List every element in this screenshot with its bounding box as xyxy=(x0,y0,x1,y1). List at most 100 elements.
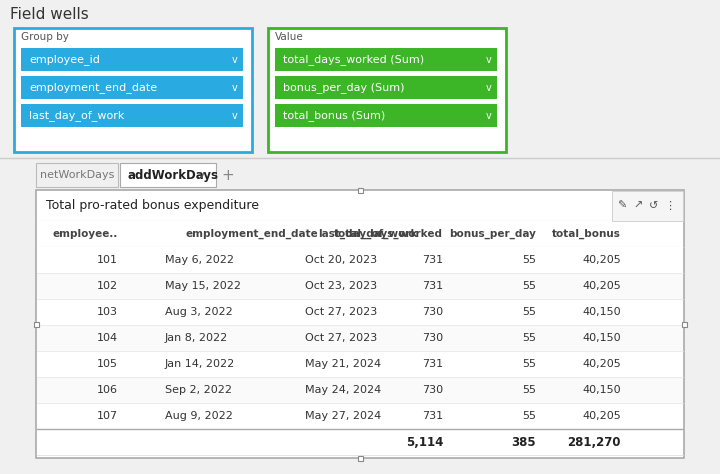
Bar xyxy=(37,299,683,325)
Text: 55: 55 xyxy=(522,281,536,291)
Bar xyxy=(37,247,683,273)
Bar xyxy=(268,28,506,152)
Text: May 21, 2024: May 21, 2024 xyxy=(305,359,381,369)
Text: 731: 731 xyxy=(422,411,443,421)
Text: 107: 107 xyxy=(97,411,118,421)
Text: 102: 102 xyxy=(97,281,118,291)
Text: netWorkDays: netWorkDays xyxy=(40,170,114,180)
Text: 40,205: 40,205 xyxy=(582,359,621,369)
Bar xyxy=(37,429,683,455)
Text: v: v xyxy=(486,55,492,64)
Text: 55: 55 xyxy=(522,411,536,421)
Text: ↺: ↺ xyxy=(649,201,659,211)
Bar xyxy=(37,325,683,351)
Text: addWorkDays: addWorkDays xyxy=(128,168,219,182)
Text: Aug 9, 2022: Aug 9, 2022 xyxy=(165,411,233,421)
Text: May 24, 2024: May 24, 2024 xyxy=(305,385,382,395)
Text: May 27, 2024: May 27, 2024 xyxy=(305,411,382,421)
Text: Group by: Group by xyxy=(21,32,69,42)
Text: 730: 730 xyxy=(422,307,443,317)
Text: employee_id: employee_id xyxy=(29,54,100,65)
Text: 55: 55 xyxy=(522,307,536,317)
Bar xyxy=(37,191,683,221)
Text: Jan 14, 2022: Jan 14, 2022 xyxy=(165,359,235,369)
Text: 55: 55 xyxy=(522,359,536,369)
Text: Jan 8, 2022: Jan 8, 2022 xyxy=(165,333,228,343)
Bar xyxy=(612,191,683,221)
Text: 40,150: 40,150 xyxy=(582,385,621,395)
Text: May 6, 2022: May 6, 2022 xyxy=(165,255,234,265)
Bar xyxy=(682,321,686,327)
Text: bonus_per_day: bonus_per_day xyxy=(449,229,536,239)
Text: Sep 2, 2022: Sep 2, 2022 xyxy=(165,385,232,395)
Text: 55: 55 xyxy=(522,333,536,343)
Text: employment_end_date: employment_end_date xyxy=(29,82,157,93)
Text: Aug 3, 2022: Aug 3, 2022 xyxy=(165,307,233,317)
Bar xyxy=(275,76,497,99)
Bar xyxy=(37,221,683,247)
Text: Total pro-rated bonus expenditure: Total pro-rated bonus expenditure xyxy=(46,200,259,212)
Text: bonus_per_day (Sum): bonus_per_day (Sum) xyxy=(283,82,405,93)
Text: Oct 27, 2023: Oct 27, 2023 xyxy=(305,307,377,317)
Bar xyxy=(36,163,118,187)
Text: total_days_worked: total_days_worked xyxy=(334,229,443,239)
Text: +: + xyxy=(222,167,235,182)
Text: 106: 106 xyxy=(97,385,118,395)
Text: 40,150: 40,150 xyxy=(582,307,621,317)
Bar xyxy=(21,104,243,127)
Bar xyxy=(14,28,252,152)
Bar xyxy=(37,403,683,429)
Text: 731: 731 xyxy=(422,281,443,291)
Text: total_bonus (Sum): total_bonus (Sum) xyxy=(283,110,385,121)
Text: last_day_of_work: last_day_of_work xyxy=(29,110,125,121)
Text: total_days_worked (Sum): total_days_worked (Sum) xyxy=(283,54,424,65)
Text: total_bonus: total_bonus xyxy=(552,229,621,239)
Text: Value: Value xyxy=(275,32,304,42)
Text: ✎: ✎ xyxy=(617,201,626,211)
Bar xyxy=(358,188,362,192)
Text: employment_end_date: employment_end_date xyxy=(185,229,318,239)
Text: v: v xyxy=(199,170,205,180)
Bar xyxy=(34,321,38,327)
Text: 40,150: 40,150 xyxy=(582,333,621,343)
Text: v: v xyxy=(486,110,492,120)
Text: Field wells: Field wells xyxy=(10,7,89,21)
Text: v: v xyxy=(486,82,492,92)
Text: v: v xyxy=(232,110,238,120)
Bar xyxy=(275,104,497,127)
Bar xyxy=(120,163,216,187)
Bar xyxy=(21,48,243,71)
Text: 730: 730 xyxy=(422,385,443,395)
Text: ↗: ↗ xyxy=(634,201,643,211)
Bar xyxy=(37,351,683,377)
Bar xyxy=(37,377,683,403)
Text: 281,270: 281,270 xyxy=(567,436,621,448)
Text: May 15, 2022: May 15, 2022 xyxy=(165,281,241,291)
Bar xyxy=(21,76,243,99)
Text: 731: 731 xyxy=(422,359,443,369)
Text: v: v xyxy=(232,55,238,64)
Text: 101: 101 xyxy=(97,255,118,265)
Text: ⋮: ⋮ xyxy=(665,201,675,211)
Bar xyxy=(358,456,362,461)
Text: Oct 20, 2023: Oct 20, 2023 xyxy=(305,255,377,265)
Text: 40,205: 40,205 xyxy=(582,255,621,265)
Text: 385: 385 xyxy=(511,436,536,448)
Text: 55: 55 xyxy=(522,385,536,395)
Text: 105: 105 xyxy=(97,359,118,369)
Text: Oct 23, 2023: Oct 23, 2023 xyxy=(305,281,377,291)
Text: 55: 55 xyxy=(522,255,536,265)
Text: employee..: employee.. xyxy=(53,229,118,239)
Bar xyxy=(275,48,497,71)
Text: 731: 731 xyxy=(422,255,443,265)
Bar xyxy=(36,190,684,458)
Text: 40,205: 40,205 xyxy=(582,281,621,291)
Text: 40,205: 40,205 xyxy=(582,411,621,421)
Text: v: v xyxy=(232,82,238,92)
Text: 103: 103 xyxy=(97,307,118,317)
Text: last_day_of_work: last_day_of_work xyxy=(318,229,418,239)
Text: 104: 104 xyxy=(97,333,118,343)
Bar xyxy=(37,273,683,299)
Text: 730: 730 xyxy=(422,333,443,343)
Text: Oct 27, 2023: Oct 27, 2023 xyxy=(305,333,377,343)
